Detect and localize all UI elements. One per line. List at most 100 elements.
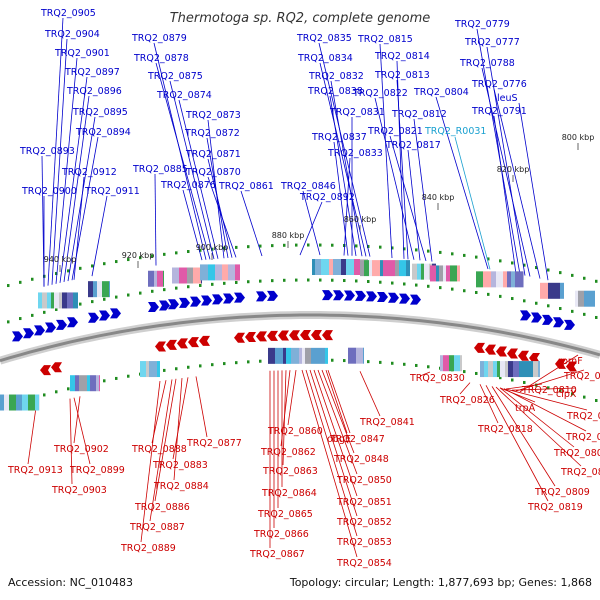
plus-feature-block [436, 265, 439, 282]
plus-feature-block [476, 271, 483, 288]
plus-arrow [99, 310, 110, 321]
plus-feature-block [446, 265, 450, 282]
minus-leader-line [511, 387, 577, 391]
plus-feature-block [515, 271, 523, 288]
minus-feature-block [268, 347, 275, 364]
plus-feature-block [67, 292, 73, 309]
plus-feature-block [346, 259, 354, 276]
inner-tick [187, 365, 190, 369]
rna-leader-line [454, 136, 491, 270]
outer-tick-2 [463, 253, 466, 257]
outer-tick-2 [79, 266, 82, 270]
inner-tick [235, 361, 238, 365]
outer-tick [79, 302, 82, 306]
plus-feature-block [369, 260, 372, 277]
plus-leader-line [389, 135, 427, 262]
minus-leader-line [287, 370, 297, 426]
outer-tick [487, 292, 490, 296]
outer-tick [271, 279, 274, 283]
minus-feature-block [505, 361, 508, 378]
outer-tick [595, 315, 598, 319]
plus-gene-label: leuS [497, 93, 518, 104]
plus-feature-block [42, 292, 47, 309]
outer-tick-2 [583, 276, 586, 280]
outer-tick-2 [103, 262, 106, 266]
minus-feature-block [533, 361, 538, 378]
plus-gene-label: TRQ2_0901 [54, 48, 110, 59]
plus-leader-line [333, 141, 349, 256]
outer-tick [91, 300, 94, 304]
plus-arrow [564, 319, 575, 330]
kbp-label: 860 kbp [344, 215, 377, 224]
plus-feature-block [215, 264, 222, 281]
outer-tick-2 [235, 245, 238, 249]
minus-leader-line [499, 387, 536, 403]
minus-leader-line [359, 371, 381, 417]
plus-feature-block [511, 271, 515, 288]
plus-feature-block [187, 267, 193, 284]
outer-tick-2 [259, 244, 262, 248]
inner-tick [223, 362, 226, 366]
plus-leader-line [343, 157, 351, 256]
outer-tick [19, 317, 22, 321]
outer-tick [199, 283, 202, 287]
minus-gene-label: TRQ2_0801 [563, 371, 600, 382]
outer-tick-2 [547, 268, 550, 272]
outer-tick [235, 280, 238, 284]
plus-feature-block [364, 260, 369, 277]
outer-tick-2 [67, 269, 70, 273]
minus-arrow [555, 358, 566, 369]
minus-arrow [300, 330, 311, 341]
minus-arrow [177, 338, 188, 349]
minus-gene-label: TRQ2_0819 [527, 502, 583, 513]
outer-tick [187, 285, 190, 289]
minus-feature-block [291, 347, 299, 364]
plus-feature-block [154, 270, 157, 287]
plus-gene-label: TRQ2_0900 [21, 186, 77, 197]
minus-leader-line [321, 369, 355, 454]
outer-tick [31, 313, 34, 317]
plus-feature-block [62, 292, 67, 309]
plus-feature-block [399, 260, 406, 277]
outer-tick [319, 278, 322, 282]
minus-gene-label: trpA [515, 403, 536, 414]
minus-arrow [485, 344, 496, 355]
plus-feature-block [235, 264, 240, 281]
plus-feature-block [354, 259, 360, 276]
backbone-layer [0, 311, 600, 365]
minus-arrow [518, 350, 529, 361]
minus-gene-label: TRQ2_0850 [336, 475, 392, 486]
outer-tick-2 [391, 246, 394, 250]
plus-leader-line [207, 119, 225, 259]
plus-feature-block [457, 265, 460, 282]
genome-summary-text: Topology: circular; Length: 1,877,693 bp… [289, 576, 592, 589]
minus-leader-line [327, 370, 351, 434]
minus-arrow [256, 331, 267, 342]
plus-gene-label: TRQ2_0893 [19, 146, 75, 157]
kbp-label: 920 kbp [122, 251, 155, 260]
minus-feature-block [449, 355, 454, 372]
outer-tick [511, 297, 514, 301]
plus-feature-block [148, 270, 154, 287]
plus-gene-label: TRQ2_0838 [307, 86, 363, 97]
minus-leader-line [149, 379, 173, 522]
plus-feature-block [548, 282, 555, 299]
plus-arrow [159, 300, 170, 311]
outer-tick-2 [163, 252, 166, 256]
plus-feature-block [193, 267, 201, 284]
outer-tick-2 [439, 250, 442, 254]
minus-gene-label: obgE [327, 434, 351, 445]
plus-arrow [366, 291, 377, 302]
outer-tick [163, 288, 166, 292]
plus-leader-line [486, 46, 526, 276]
minus-gene-label: TRQ2_0809 [534, 487, 590, 498]
plus-feature-block [315, 259, 321, 276]
plus-feature-block [102, 281, 109, 298]
minus-gene-label: TRQ2_0808 [560, 467, 600, 478]
minus-arrow [155, 341, 166, 352]
minus-leader-line [325, 369, 348, 434]
outer-tick [115, 295, 118, 299]
outer-tick-2 [31, 277, 34, 281]
plus-gene-label: TRQ2_0878 [133, 53, 189, 64]
